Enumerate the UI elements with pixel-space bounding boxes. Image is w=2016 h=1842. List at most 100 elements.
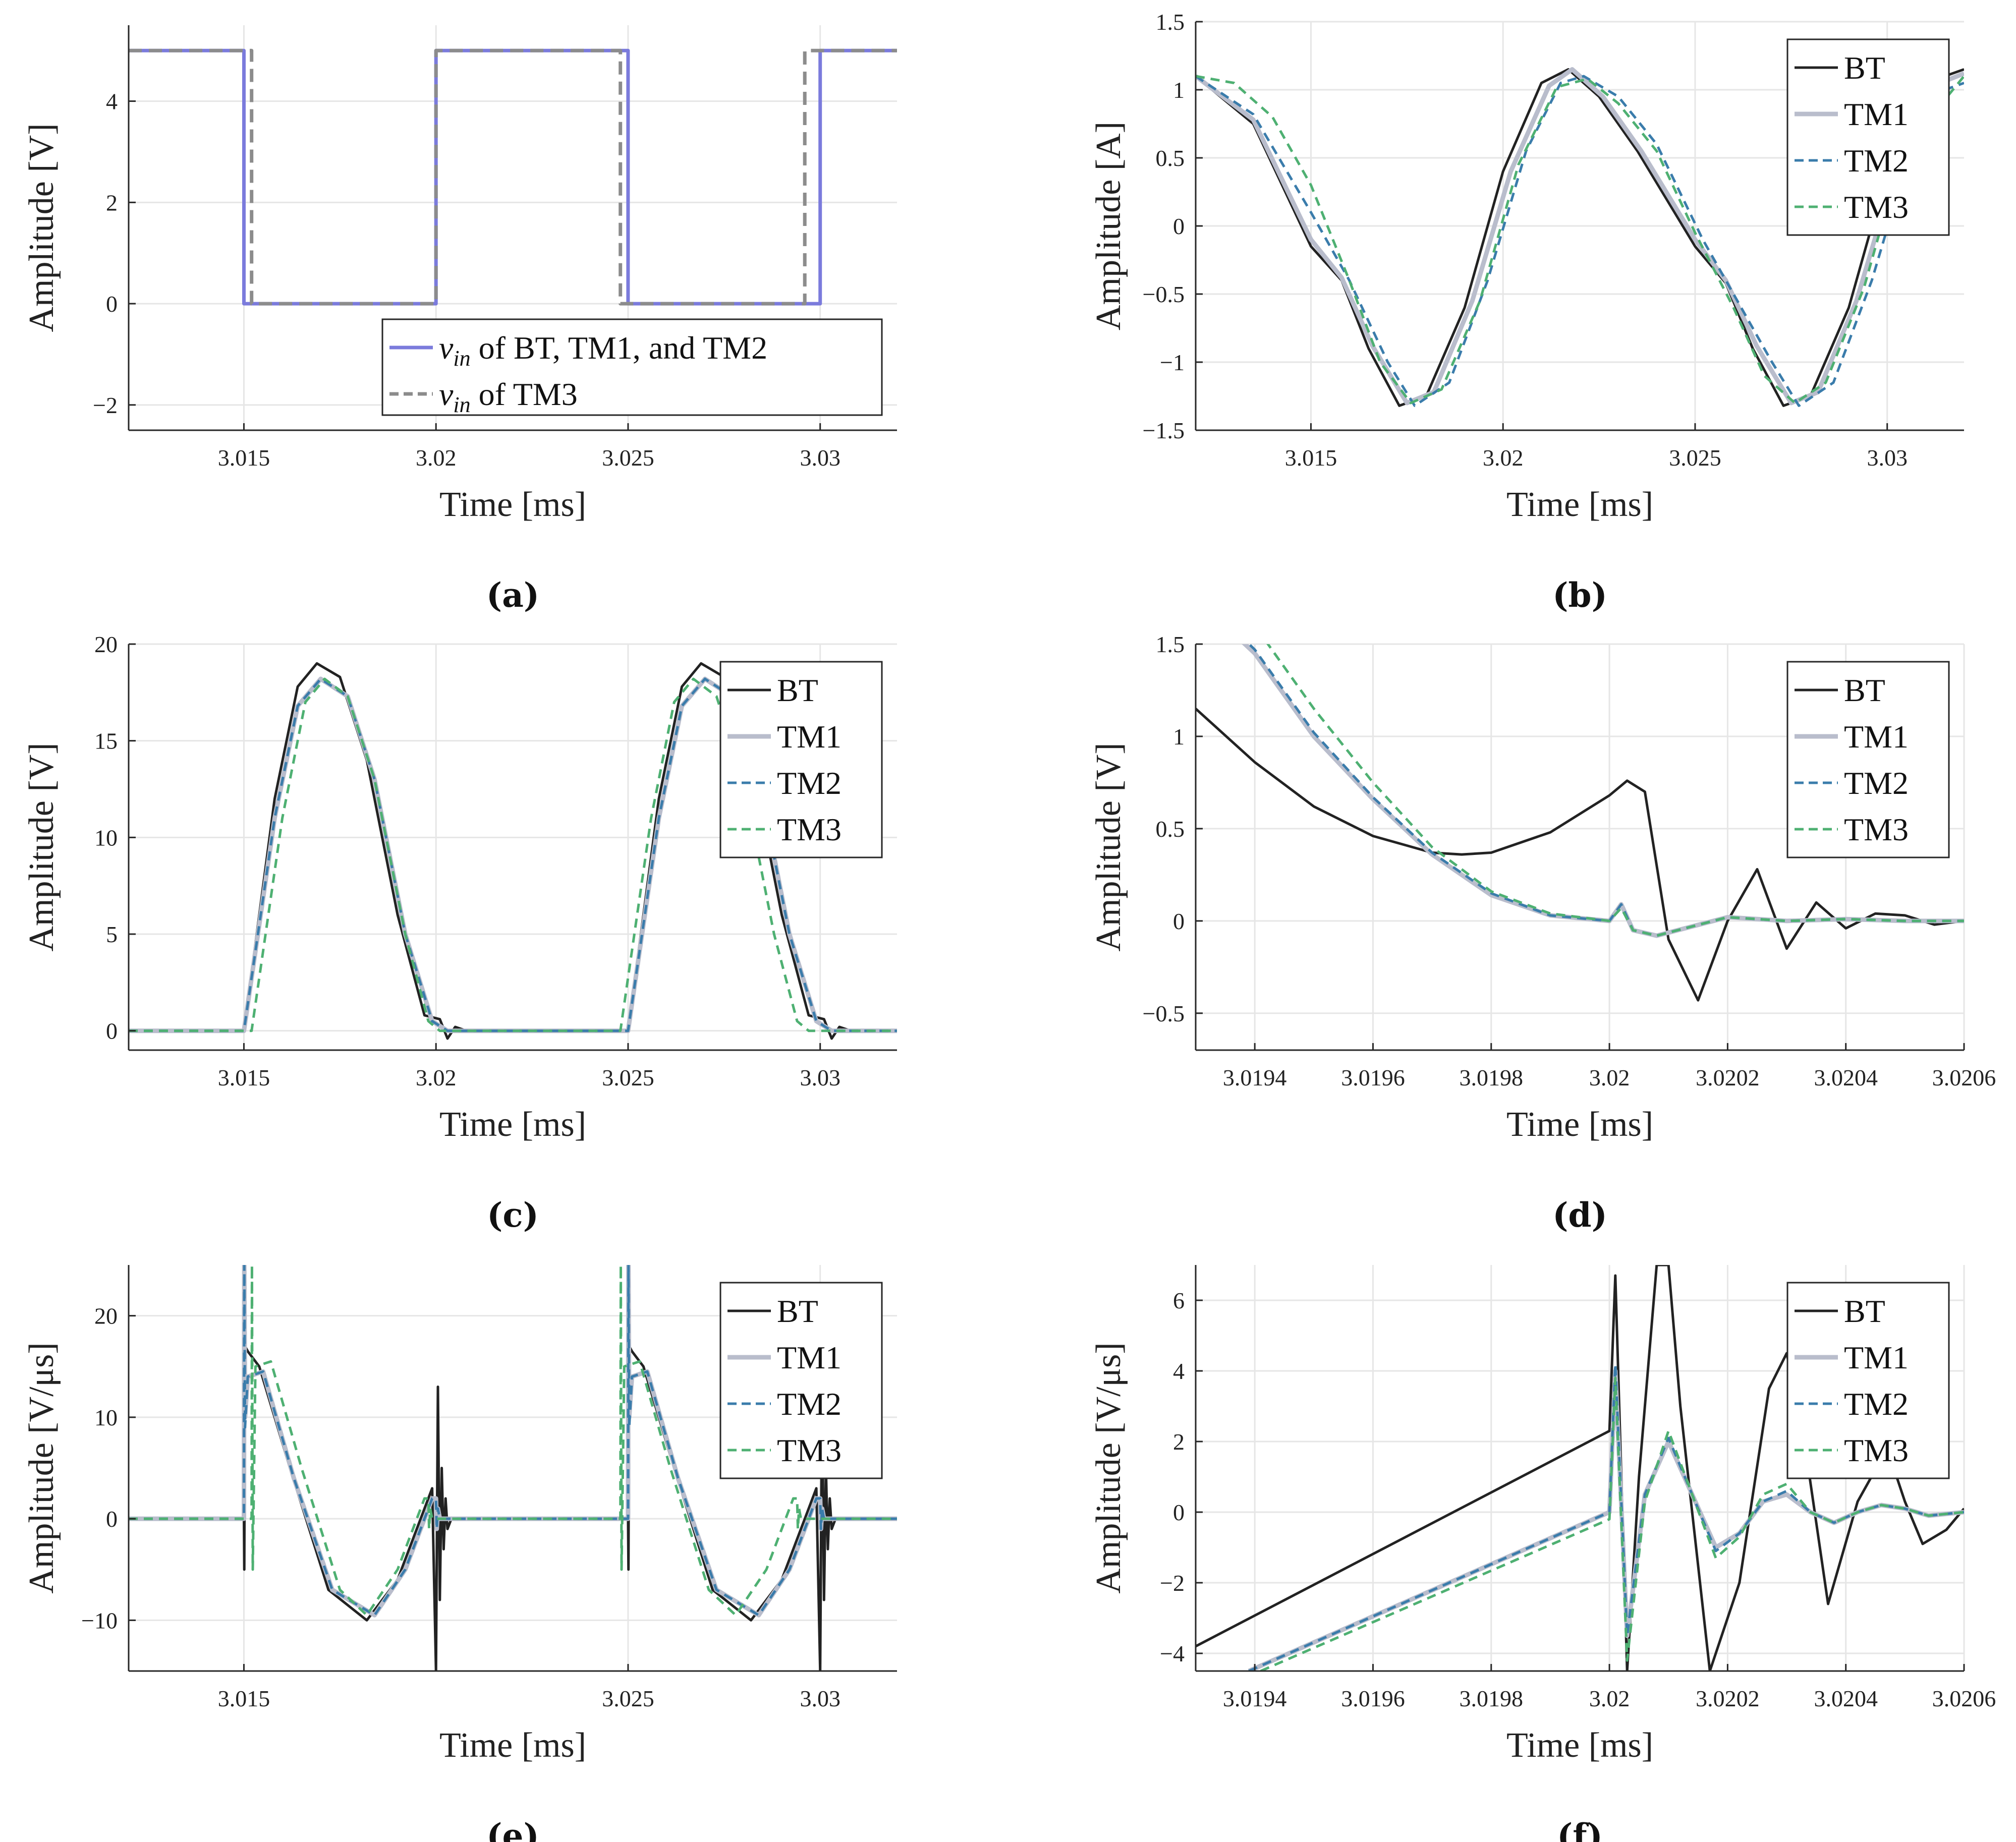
chart-e: 3.015 3.025 3.03 −10 0 10 20 Time [ms] Amplitude…	[22, 1265, 897, 1842]
y-tick-label: 2	[1173, 1429, 1185, 1455]
series-group	[1196, 644, 1964, 1002]
x-tick-label: 3.0194	[1223, 1686, 1287, 1711]
x-tick-label: 3.0204	[1814, 1686, 1878, 1711]
y-tick-label: 1.5	[1156, 631, 1185, 657]
x-tick-label: 3.0198	[1460, 1065, 1524, 1090]
figure-caption: (a)	[486, 575, 539, 615]
legend-label: vin of BT, TM1, and TM2	[439, 330, 767, 371]
y-tick-label: −1.5	[1143, 418, 1185, 443]
series-line-tm2	[1247, 644, 1964, 937]
x-tick-label: 3.0194	[1223, 1065, 1287, 1090]
y-tick-label: 15	[94, 728, 118, 754]
y-tick-label: 0.5	[1156, 816, 1185, 842]
series-line-tm3	[1266, 644, 1964, 937]
legend-label: BT	[777, 672, 818, 708]
series-group	[129, 1265, 897, 1671]
y-tick-label: 0	[1173, 1500, 1185, 1525]
x-axis-label: Time [ms]	[439, 1726, 586, 1765]
x-tick-label: 3.015	[1285, 445, 1337, 471]
chart-b: 3.015 3.02 3.025 3.03 −1.5 −1 −0.5 0 0.5 1 1.5 Time…	[1089, 9, 1964, 615]
legend-box	[1786, 661, 1950, 858]
legend-label: TM3	[1844, 812, 1909, 847]
series-line-vin_main	[129, 48, 897, 306]
figure-caption: (f)	[1557, 1816, 1603, 1842]
figure-caption: (e)	[486, 1816, 539, 1842]
legend-box	[1786, 1282, 1950, 1479]
x-tick-label: 3.0196	[1341, 1686, 1405, 1711]
x-tick-label: 3.02	[416, 445, 457, 471]
x-tick-label: 3.03	[1867, 445, 1908, 471]
x-axis-label: Time [ms]	[1506, 1105, 1653, 1144]
x-tick-label: 3.015	[218, 1065, 270, 1090]
x-tick-label: 3.0202	[1696, 1686, 1760, 1711]
legend-box	[719, 661, 883, 858]
y-tick-label: 6	[1173, 1288, 1185, 1313]
chart-f: 3.0194 3.0196 3.0198 3.02 3.0202 3.0204 3.0206…	[1089, 1265, 1996, 1842]
y-tick-label: −1	[1160, 350, 1185, 375]
x-tick-label: 3.0202	[1696, 1065, 1760, 1090]
series-group	[129, 48, 897, 306]
y-tick-label: 0	[1173, 908, 1185, 934]
chart-a: 3.015 3.02 3.025 3.03 −2 0 2 4 Time [ms] Amplitud…	[22, 25, 897, 615]
chart-c: 3.015 3.02 3.025 3.03 0 5 10 15 20 Time [ms] Ampli…	[22, 631, 897, 1235]
x-tick-label: 3.025	[602, 1065, 654, 1090]
y-tick-label: 4	[106, 89, 118, 114]
x-axis-label: Time [ms]	[1506, 485, 1653, 524]
y-tick-label: 10	[94, 1405, 118, 1430]
y-tick-label: 20	[94, 631, 118, 657]
y-axis-label: Amplitude [V]	[22, 123, 61, 332]
y-tick-label: 20	[94, 1303, 118, 1329]
legend-label: TM3	[777, 812, 842, 847]
figure-caption: (c)	[487, 1195, 539, 1235]
chart-d: 3.0194 3.0196 3.0198 3.02 3.0202 3.0204 3.0206…	[1089, 631, 1996, 1235]
y-tick-label: 1	[1173, 724, 1185, 750]
legend-label: TM1	[777, 1340, 842, 1375]
legend: vin of BT, TM1, and TM2 vin of TM3	[381, 318, 883, 417]
legend: BT TM1 TM2 TM3	[719, 1282, 883, 1479]
y-axis-label: Amplitude [V]	[22, 742, 61, 951]
y-tick-label: 4	[1173, 1358, 1185, 1384]
y-tick-label: 0.5	[1156, 145, 1185, 171]
series-line-tm1	[1196, 67, 1964, 406]
x-tick-label: 3.02	[1589, 1686, 1630, 1711]
series-line-tm2	[1196, 75, 1964, 407]
legend-label: TM3	[1844, 1432, 1909, 1468]
legend-label: TM1	[1844, 1340, 1909, 1375]
series-line-tm2	[129, 677, 897, 1032]
y-axis-label: Amplitude [V/μs]	[1089, 1342, 1128, 1593]
y-tick-label: 0	[106, 1506, 118, 1532]
legend: BT TM1 TM2 TM3	[719, 661, 883, 858]
x-tick-label: 3.0206	[1932, 1686, 1996, 1711]
y-tick-label: 1.5	[1156, 9, 1185, 35]
series-line-tm3	[129, 677, 897, 1032]
x-tick-label: 3.02	[1589, 1065, 1630, 1090]
legend-label: vin of TM3	[439, 376, 578, 417]
y-tick-label: −4	[1160, 1641, 1185, 1666]
series-line-tm3	[1260, 1376, 1964, 1671]
legend-label: BT	[1844, 50, 1885, 86]
legend-label: TM1	[1844, 96, 1909, 132]
figure-caption: (d)	[1552, 1195, 1607, 1235]
series-group	[1196, 67, 1964, 407]
figure-caption: (b)	[1552, 575, 1607, 615]
y-tick-label: 1	[1173, 77, 1185, 103]
legend: BT TM1 TM2 TM3	[1786, 1282, 1950, 1479]
x-axis-label: Time [ms]	[1506, 1726, 1653, 1765]
y-axis-label: Amplitude [V]	[1089, 742, 1128, 951]
x-tick-label: 3.03	[800, 445, 841, 471]
x-tick-label: 3.025	[602, 1686, 654, 1711]
y-tick-label: 0	[106, 291, 118, 317]
y-tick-label: −10	[81, 1607, 118, 1633]
legend-label: TM2	[1844, 765, 1909, 801]
x-axis-label: Time [ms]	[439, 1105, 586, 1144]
legend-box	[381, 318, 883, 416]
x-tick-label: 3.0198	[1460, 1686, 1524, 1711]
x-tick-label: 3.015	[218, 1686, 270, 1711]
series-line-tm3	[129, 1265, 897, 1617]
legend-label: TM1	[1844, 719, 1909, 755]
legend-label: TM3	[1844, 189, 1909, 225]
x-tick-label: 3.02	[416, 1065, 457, 1090]
x-axis-label: Time [ms]	[439, 485, 586, 524]
legend: BT TM1 TM2 TM3	[1786, 38, 1950, 236]
